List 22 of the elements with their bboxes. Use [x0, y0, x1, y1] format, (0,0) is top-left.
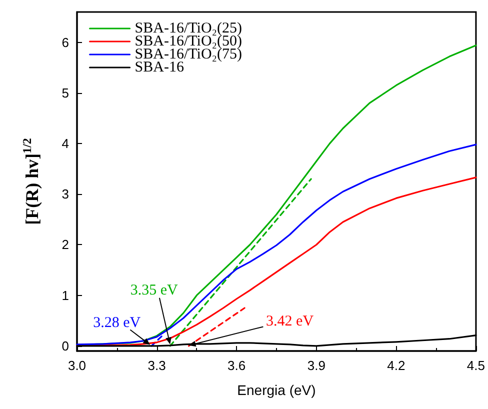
x-axis-title: Energia (eV) [237, 382, 316, 398]
x-tick-label: 3.0 [68, 358, 86, 373]
x-tick-label: 4.2 [387, 358, 406, 373]
x-tick-label: 3.6 [228, 358, 246, 373]
x-tick-label: 4.5 [466, 358, 486, 373]
annotation: 3.28 eV [93, 315, 141, 332]
y-axis-title: [F(R) hv]1/2 [20, 138, 42, 225]
y-tick-label: 0 [62, 338, 69, 354]
annotation: 3.35 eV [130, 282, 178, 298]
y-tick-label: 1 [62, 288, 69, 303]
annotation: 3.42 eV [266, 314, 314, 330]
y-tick-label: 4 [62, 136, 69, 152]
y-tick-label: 2 [62, 237, 69, 252]
legend-label: SBA-16/TiO₂(75) [134, 46, 242, 62]
x-tick-label: 3.3 [148, 358, 166, 373]
x-tick-label: 3.9 [307, 358, 326, 373]
legend-label: SBA-16/TiO₂(50) [134, 34, 242, 50]
y-tick-label: 3 [62, 186, 69, 202]
y-tick-label: 6 [62, 34, 69, 50]
legend-label: SBA-16/TiO₂(25) [134, 20, 242, 36]
legend-label: SBA-16 [134, 60, 184, 76]
y-tick-label: 5 [62, 85, 69, 100]
